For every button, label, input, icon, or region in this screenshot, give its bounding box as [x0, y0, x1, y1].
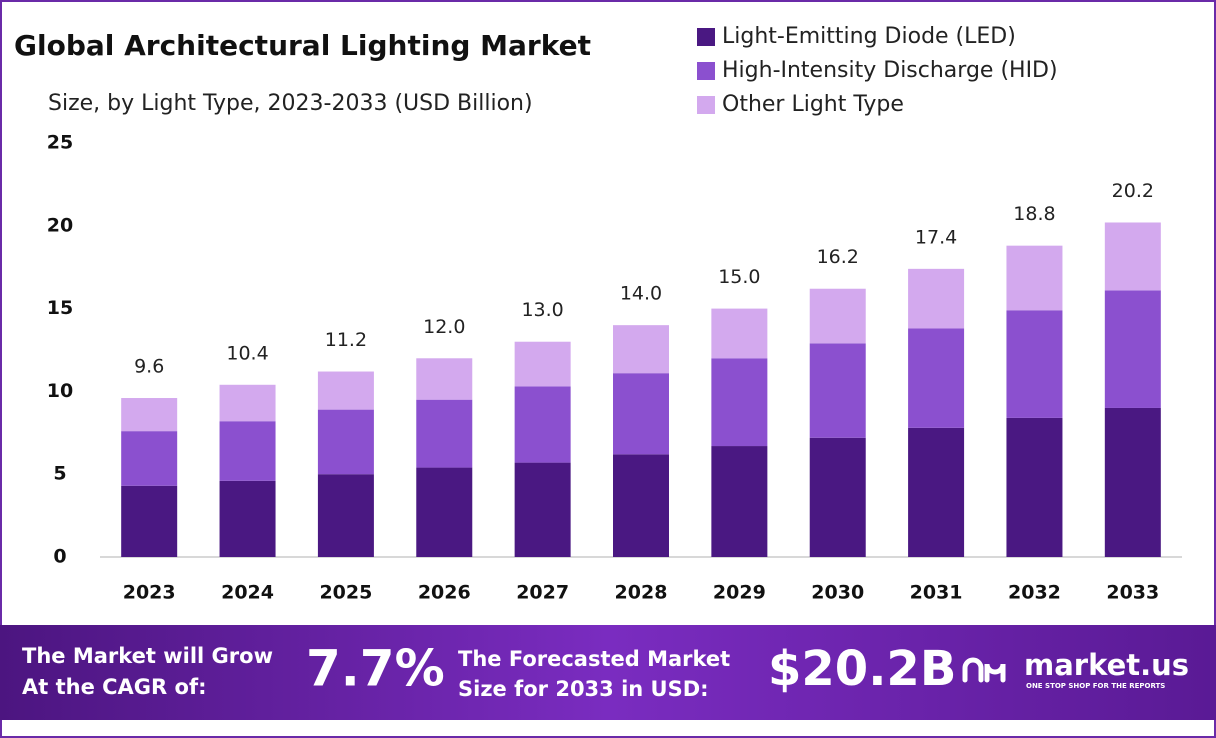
chart-title: Global Architectural Lighting Market: [14, 29, 591, 62]
total-label: 10.4: [226, 342, 268, 364]
x-tick-label: 2025: [319, 582, 372, 604]
bar-segment: [809, 343, 866, 438]
x-tick-label: 2030: [811, 582, 864, 604]
footer-text: The Market will Grow: [22, 644, 273, 668]
bar-segment: [416, 467, 473, 557]
bar-segment: [317, 409, 374, 475]
legend-label: Light-Emitting Diode (LED): [722, 24, 1016, 49]
bar-segment: [317, 371, 374, 410]
bar-segment: [613, 373, 669, 455]
y-tick-label: 10: [47, 380, 73, 402]
bar-segment: [514, 462, 571, 557]
bar-segment: [908, 268, 965, 329]
bar-segment: [1104, 290, 1161, 408]
x-tick-label: 2024: [221, 582, 274, 604]
bar-segment: [416, 358, 473, 400]
bar-segment: [121, 431, 178, 486]
total-label: 9.6: [134, 356, 164, 378]
bar-segment: [613, 325, 669, 374]
total-label: 11.2: [325, 329, 367, 351]
bar-segment: [219, 421, 276, 481]
logo-icon: [962, 657, 1006, 683]
total-label: 13.0: [521, 299, 563, 321]
bar-segment: [1006, 417, 1063, 557]
bar-segment: [514, 341, 571, 387]
x-tick-label: 2027: [516, 582, 569, 604]
bar-segment: [908, 427, 965, 557]
bar-segment: [121, 398, 178, 432]
bar-segment: [613, 454, 669, 557]
bar-segment: [711, 358, 768, 447]
bar-segment: [1006, 310, 1063, 418]
chart-subtitle: Size, by Light Type, 2023-2033 (USD Bill…: [48, 91, 533, 116]
x-tick-label: 2026: [418, 582, 471, 604]
bar-segment: [711, 446, 768, 557]
x-tick-label: 2033: [1106, 582, 1159, 604]
bar-segment: [809, 437, 866, 557]
cagr-value: 7.7%: [306, 640, 445, 698]
total-label: 15.0: [718, 266, 760, 288]
footer-text: The Forecasted Market: [458, 647, 730, 671]
bar-segment: [219, 384, 276, 422]
total-label: 18.8: [1013, 203, 1055, 225]
bar-segment: [908, 328, 965, 428]
x-tick-label: 2028: [615, 582, 668, 604]
x-tick-label: 2029: [713, 582, 766, 604]
y-tick-label: 25: [47, 132, 73, 154]
legend-swatch: [697, 96, 715, 114]
x-tick-label: 2023: [123, 582, 176, 604]
legend-label: Other Light Type: [722, 92, 904, 117]
y-tick-label: 20: [47, 214, 73, 236]
footer-text: At the CAGR of:: [22, 675, 207, 699]
bar-segment: [809, 288, 866, 344]
bar-segment: [1104, 407, 1161, 557]
footer-text: Size for 2033 in USD:: [458, 677, 709, 701]
bar-segment: [317, 474, 374, 557]
brand: market.us: [1024, 648, 1189, 682]
y-tick-label: 15: [47, 297, 73, 319]
total-label: 17.4: [915, 226, 957, 248]
x-tick-label: 2032: [1008, 582, 1061, 604]
bar-segment: [121, 485, 178, 557]
x-tick-label: 2031: [910, 582, 963, 604]
legend-swatch: [697, 28, 715, 46]
footer-band: [0, 625, 1216, 720]
y-tick-label: 0: [53, 546, 66, 568]
bar-segment: [416, 399, 473, 468]
tagline: ONE STOP SHOP FOR THE REPORTS: [1026, 682, 1165, 690]
y-tick-label: 5: [53, 463, 66, 485]
total-label: 12.0: [423, 316, 465, 338]
legend-swatch: [697, 62, 715, 80]
bar-segment: [514, 386, 571, 463]
bar-segment: [219, 480, 276, 557]
legend-label: High-Intensity Discharge (HID): [722, 58, 1058, 83]
bar-segment: [1104, 222, 1161, 291]
bar-segment: [711, 308, 768, 359]
total-label: 20.2: [1112, 180, 1154, 202]
forecast-value: $20.2B: [768, 641, 956, 697]
bar-segment: [1006, 245, 1063, 311]
total-label: 16.2: [817, 246, 859, 268]
total-label: 14.0: [620, 283, 662, 305]
